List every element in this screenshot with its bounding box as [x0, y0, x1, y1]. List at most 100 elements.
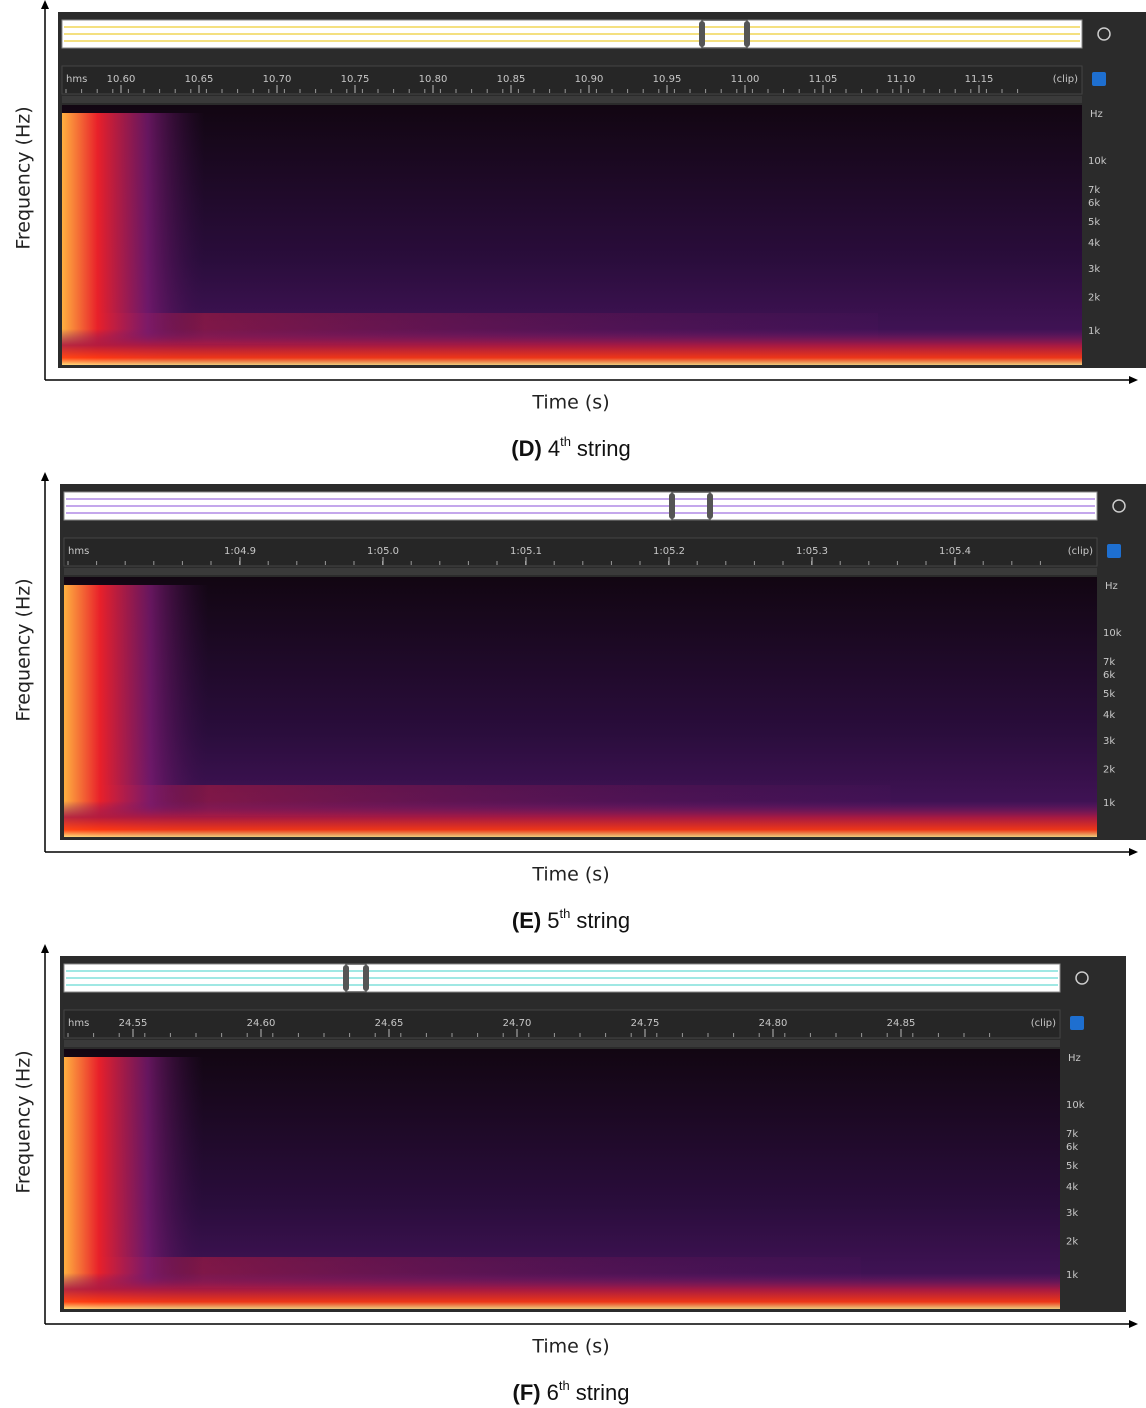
caption: (D)4th string — [511, 434, 630, 460]
caption-text: string — [577, 436, 631, 461]
panel: hms 1:04.9 1:05.0 1:05.1 1:05.2 1:05.3 1:05.4 (… — [13, 472, 1146, 933]
clip-label: (clip) — [1031, 1018, 1056, 1029]
clip-label: (clip) — [1053, 74, 1078, 85]
spectrogram-low-band — [64, 1273, 1060, 1309]
time-tick-label: 11.05 — [809, 74, 838, 85]
freq-label: 7k — [1088, 185, 1100, 196]
freq-label: 3k — [1066, 1208, 1078, 1219]
spectrogram-attack — [64, 585, 209, 837]
time-tick-label: 10.80 — [419, 74, 448, 85]
caption-ordinal: 4 — [548, 436, 560, 461]
time-tick-label: 24.75 — [631, 1018, 660, 1029]
time-tick-label: 24.70 — [503, 1018, 532, 1029]
caption-text: string — [576, 908, 630, 933]
scroll-bar — [62, 96, 1082, 103]
time-tick-label: 10.75 — [341, 74, 370, 85]
freq-label: 6k — [1103, 670, 1115, 681]
time-tick-label: 10.70 — [263, 74, 292, 85]
freq-label: 2k — [1088, 292, 1100, 303]
spectrogram-low-band — [64, 801, 1097, 837]
x-axis-label: Time (s) — [531, 864, 609, 886]
freq-label: 5k — [1088, 217, 1100, 228]
time-tick-label: 24.80 — [759, 1018, 788, 1029]
freq-label: 4k — [1103, 710, 1115, 721]
freq-label: 3k — [1103, 736, 1115, 747]
freq-label: 1k — [1066, 1270, 1078, 1281]
time-tick-label: 11.00 — [731, 74, 760, 85]
time-tick-label: 24.85 — [887, 1018, 916, 1029]
caption-text: string — [576, 1380, 630, 1405]
time-unit: hms — [68, 546, 89, 557]
freq-label: 7k — [1103, 657, 1115, 668]
y-arrow — [41, 472, 49, 481]
freq-label: 10k — [1103, 628, 1122, 639]
time-tick-label: 24.65 — [375, 1018, 404, 1029]
figure: hms 10.60 10.65 10.70 10.75 10.80 10.85 10.90 10… — [0, 0, 1146, 1408]
caption-label: (E) — [512, 908, 541, 933]
freq-unit: Hz — [1068, 1053, 1081, 1064]
caption-label: (D) — [511, 436, 542, 461]
freq-label: 4k — [1066, 1182, 1078, 1193]
spectrogram-attack — [64, 1057, 203, 1309]
freq-label: 10k — [1088, 156, 1107, 167]
time-tick-label: 1:04.9 — [224, 546, 256, 557]
time-tick-label: 1:05.1 — [510, 546, 542, 557]
spectrogram-attack — [62, 113, 205, 365]
time-tick-label: 11.10 — [887, 74, 916, 85]
caption: (E)5th string — [512, 906, 630, 932]
spectrogram-low-band — [62, 329, 1082, 365]
caption-ordinal: 5 — [547, 908, 559, 933]
y-arrow — [41, 0, 49, 9]
selection-handle — [343, 965, 349, 991]
freq-label: 10k — [1066, 1100, 1085, 1111]
freq-label: 2k — [1066, 1236, 1078, 1247]
y-arrow — [41, 944, 49, 953]
selection-handle — [363, 965, 369, 991]
selection-handle — [744, 21, 750, 47]
time-tick-label: 1:05.0 — [367, 546, 399, 557]
caption-suffix: th — [559, 1378, 570, 1393]
scroll-bar — [64, 1040, 1060, 1047]
time-tick-label: 10.95 — [653, 74, 682, 85]
freq-label: 2k — [1103, 764, 1115, 775]
caption-ordinal: 6 — [547, 1380, 559, 1405]
scroll-bar — [64, 568, 1097, 575]
freq-label: 6k — [1066, 1142, 1078, 1153]
freq-label: 5k — [1066, 1161, 1078, 1172]
freq-label: 5k — [1103, 689, 1115, 700]
time-tick-label: 1:05.2 — [653, 546, 685, 557]
snap-icon — [1070, 1016, 1084, 1030]
y-axis-label: Frequency (Hz) — [13, 1050, 35, 1193]
time-tick-label: 1:05.3 — [796, 546, 828, 557]
freq-label: 4k — [1088, 238, 1100, 249]
caption-label: (F) — [513, 1380, 541, 1405]
freq-label: 1k — [1103, 798, 1115, 809]
freq-label: 1k — [1088, 326, 1100, 337]
time-unit: hms — [68, 1018, 89, 1029]
selection-handle — [699, 21, 705, 47]
freq-label: 3k — [1088, 264, 1100, 275]
time-tick-label: 24.60 — [247, 1018, 276, 1029]
selection-handle — [707, 493, 713, 519]
freq-label: 7k — [1066, 1129, 1078, 1140]
ruler — [62, 66, 1082, 94]
caption-suffix: th — [559, 906, 570, 921]
y-axis-label: Frequency (Hz) — [13, 106, 35, 249]
time-tick-label: 10.60 — [107, 74, 136, 85]
y-axis-label: Frequency (Hz) — [13, 578, 35, 721]
freq-unit: Hz — [1090, 109, 1103, 120]
time-tick-label: 10.85 — [497, 74, 526, 85]
time-tick-label: 10.65 — [185, 74, 214, 85]
caption-suffix: th — [560, 434, 571, 449]
caption: (F)6th string — [513, 1378, 630, 1404]
snap-icon — [1092, 72, 1106, 86]
x-arrow — [1129, 1320, 1138, 1328]
clip-label: (clip) — [1068, 546, 1093, 557]
time-tick-label: 1:05.4 — [939, 546, 971, 557]
time-tick-label: 10.90 — [575, 74, 604, 85]
freq-label: 6k — [1088, 198, 1100, 209]
time-tick-label: 11.15 — [965, 74, 994, 85]
selection-handle — [669, 493, 675, 519]
snap-icon — [1107, 544, 1121, 558]
